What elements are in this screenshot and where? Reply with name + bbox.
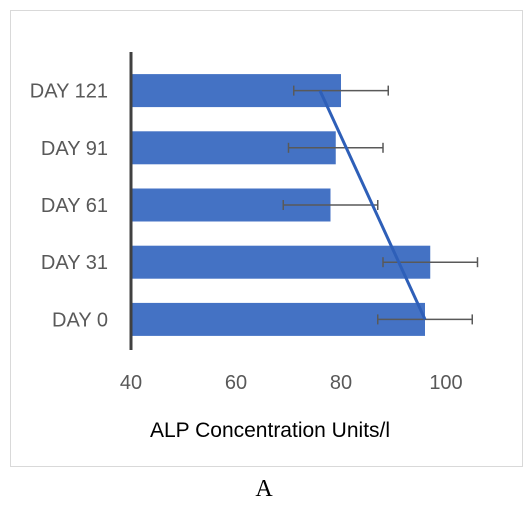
bar-day-31 (131, 245, 431, 279)
y-tick-label-day-91: DAY 91 (41, 138, 108, 160)
x-tick-label-80: 80 (330, 372, 352, 394)
bar-day-0 (131, 302, 425, 336)
x-tick-label-60: 60 (225, 372, 247, 394)
x-tick-label-40: 40 (120, 372, 142, 394)
trendline (318, 89, 427, 321)
y-tick-label-day-31: DAY 31 (41, 252, 108, 274)
y-tick-label-day-61: DAY 61 (41, 195, 108, 217)
panel-caption: A (255, 476, 273, 502)
x-axis-title: ALP Concentration Units/l (150, 419, 390, 442)
y-tick-label-day-0: DAY 0 (52, 309, 108, 331)
x-tick-label-100: 100 (429, 372, 462, 394)
y-tick-label-day-121: DAY 121 (30, 81, 108, 103)
